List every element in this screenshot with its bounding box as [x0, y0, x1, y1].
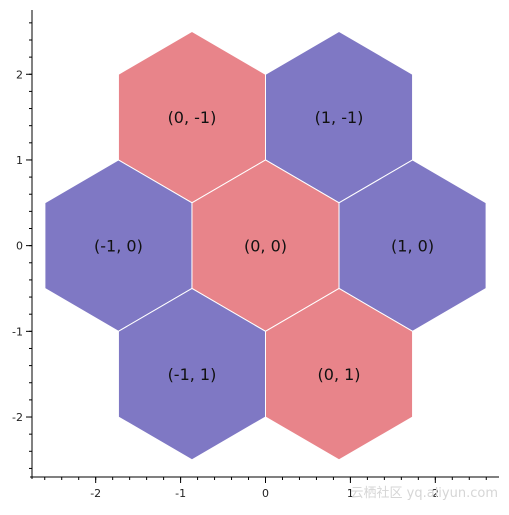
- hex-label: (-1, 0): [94, 237, 143, 256]
- x-tick-label: 0: [262, 487, 269, 500]
- x-tick-label: -2: [90, 487, 101, 500]
- y-tick-label: 0: [16, 240, 23, 253]
- watermark: 云栖社区 yq.aliyun.com: [351, 485, 498, 501]
- x-tick-label: -1: [175, 487, 186, 500]
- hex-label: (1, 0): [391, 237, 434, 256]
- y-tick-label: -2: [12, 411, 23, 424]
- hex-label: (0, 1): [318, 365, 361, 384]
- hex-label: (1, -1): [315, 108, 364, 127]
- hex-label: (-1, 1): [168, 365, 217, 384]
- y-tick-label: 1: [16, 154, 23, 167]
- x-tick-label: 2: [432, 487, 439, 500]
- y-tick-label: 2: [16, 68, 23, 81]
- y-tick-label: -1: [12, 325, 23, 338]
- hex-label: (0, 0): [244, 237, 287, 256]
- hex-tile: [265, 287, 414, 461]
- hex-label: (0, -1): [168, 108, 217, 127]
- axis-layer: -2 -1 0 1 2 2 1 0 -1 -2: [12, 10, 499, 500]
- x-tick-label: 1: [347, 487, 354, 500]
- hex-layer: (0, -1) (1, -1) (-1, 0) (0, 0) (1, 0) (-1, 1)…: [44, 30, 487, 461]
